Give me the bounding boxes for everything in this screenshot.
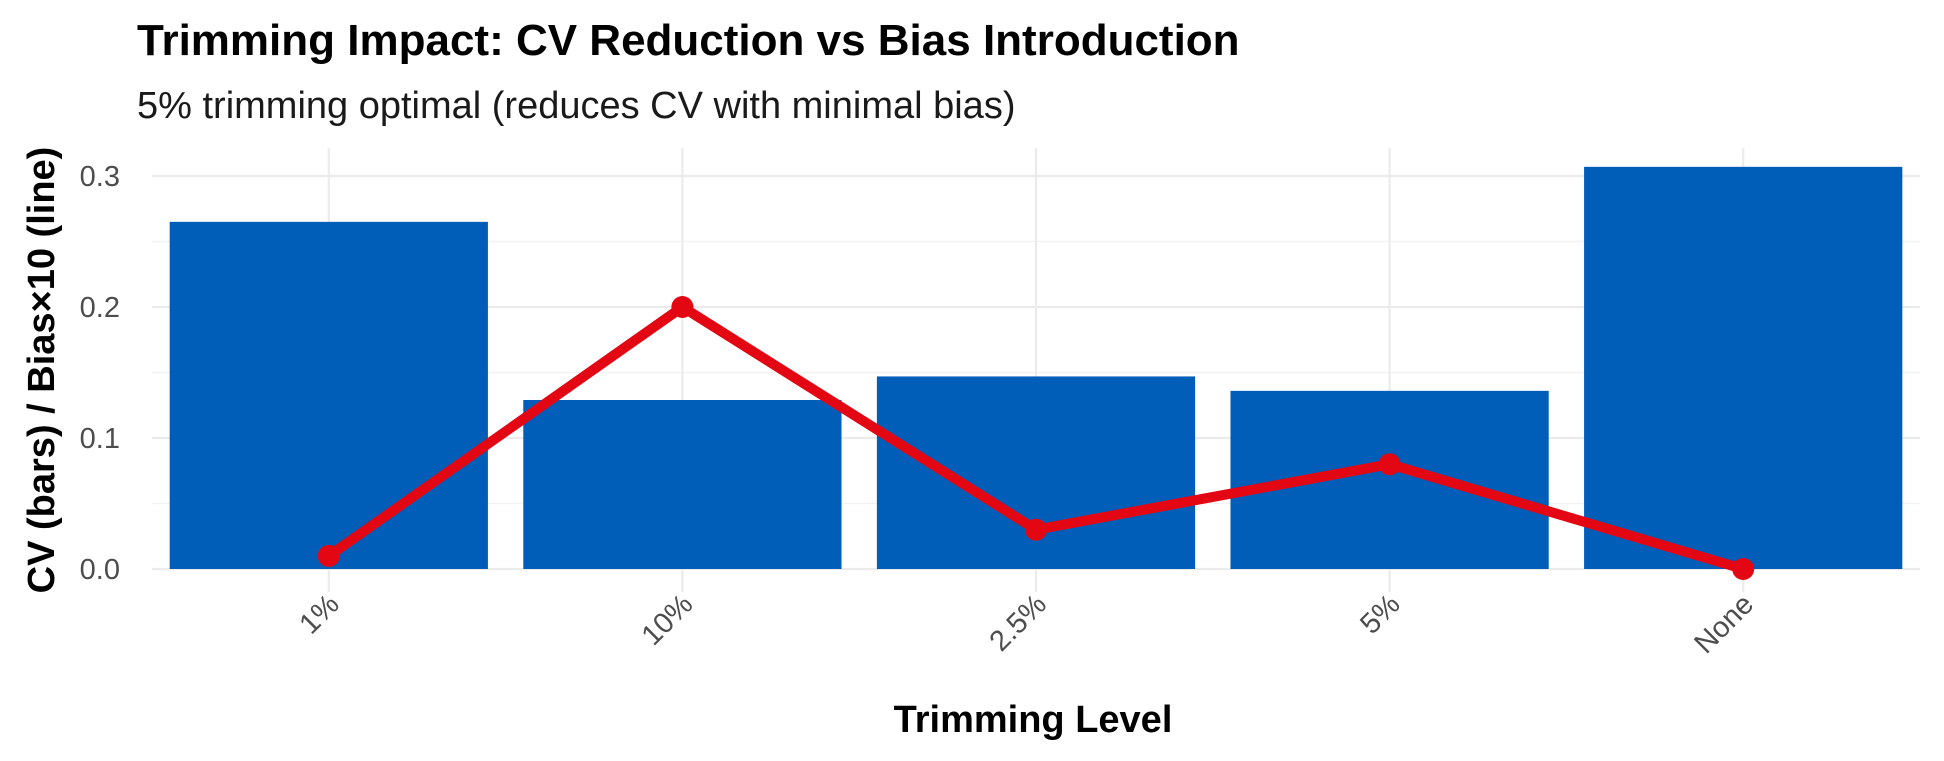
- bar: [169, 221, 488, 569]
- line-point: [1378, 453, 1401, 476]
- chart-subtitle: 5% trimming optimal (reduces CV with min…: [137, 85, 1015, 127]
- y-tick-label: 0.0: [80, 554, 120, 586]
- line-point: [1025, 518, 1047, 541]
- line-layer: [317, 296, 1755, 580]
- bar: [1584, 166, 1903, 569]
- x-tick-label: 5%: [1354, 588, 1406, 640]
- y-tick-label: 0.3: [80, 161, 120, 193]
- y-tick-labels: 0.0 0.1 0.2 0.3: [80, 161, 120, 586]
- x-tick-label: 10%: [636, 588, 700, 652]
- line-point: [671, 296, 694, 318]
- x-tick-label: 2.5%: [984, 588, 1053, 657]
- chart-title: Trimming Impact: CV Reduction vs Bias In…: [137, 16, 1240, 65]
- y-axis-title: CV (bars) / Bias×10 (line): [21, 147, 63, 594]
- x-tick-label: 1%: [293, 588, 345, 640]
- x-tick-labels: 1% 10% 2.5% 5% None: [293, 588, 1760, 660]
- y-tick-label: 0.2: [80, 292, 120, 324]
- line-point: [317, 544, 340, 567]
- y-tick-label: 0.1: [80, 423, 120, 455]
- line-point: [1732, 558, 1755, 580]
- bars-layer: [169, 166, 1903, 569]
- bar: [523, 400, 842, 569]
- x-axis-title: Trimming Level: [894, 699, 1173, 741]
- x-tick-label: None: [1688, 588, 1760, 660]
